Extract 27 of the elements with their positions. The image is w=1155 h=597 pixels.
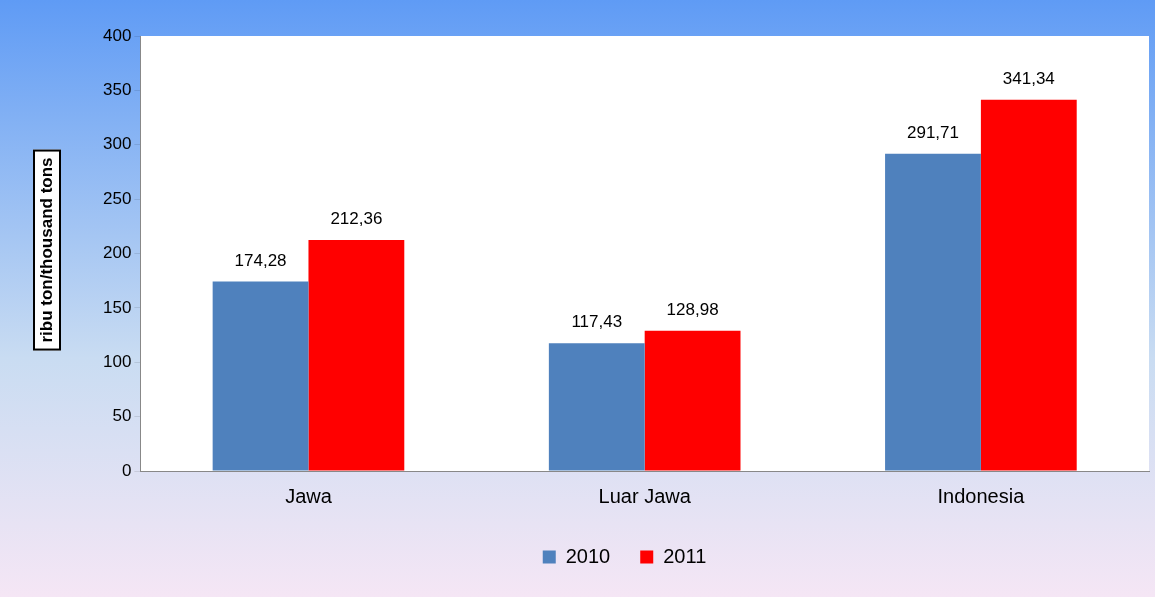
bar (548, 343, 645, 471)
legend-label: 2010 (565, 544, 611, 567)
data-label: 174,28 (234, 250, 287, 270)
y-tick-label: 400 (102, 25, 132, 45)
x-tick-label: Indonesia (937, 484, 1026, 507)
y-tick-label: 0 (121, 460, 132, 480)
bar (308, 240, 405, 471)
bar (980, 99, 1077, 471)
y-tick-label: 150 (102, 297, 132, 317)
data-label: 291,71 (906, 122, 959, 142)
data-label: 341,34 (1002, 68, 1055, 88)
data-label: 212,36 (330, 209, 383, 229)
y-tick-label: 100 (102, 351, 132, 371)
x-tick-label: Jawa (285, 484, 333, 507)
bar (644, 330, 741, 471)
bar (212, 281, 309, 471)
y-tick-label: 350 (102, 80, 132, 100)
y-tick-label: 200 (102, 243, 132, 263)
y-tick-label: 250 (102, 188, 132, 208)
y-tick-label: 300 (102, 134, 132, 154)
x-tick-label: Luar Jawa (598, 484, 692, 507)
legend-label: 2011 (663, 544, 707, 567)
data-label: 128,98 (666, 299, 719, 319)
data-label: 117,43 (571, 312, 623, 332)
y-tick-label: 50 (112, 406, 132, 426)
y-axis-title: ribu ton/thousand tons (33, 149, 61, 351)
bar (885, 153, 981, 471)
